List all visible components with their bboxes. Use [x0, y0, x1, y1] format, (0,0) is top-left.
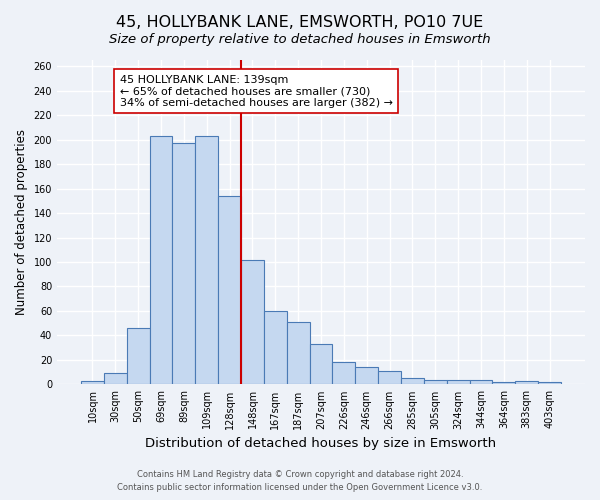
Text: 45 HOLLYBANK LANE: 139sqm
← 65% of detached houses are smaller (730)
34% of semi: 45 HOLLYBANK LANE: 139sqm ← 65% of detac…	[120, 74, 393, 108]
Bar	[218, 196, 241, 384]
Bar	[332, 362, 355, 384]
Bar	[172, 144, 196, 384]
Bar	[378, 371, 401, 384]
Bar	[196, 136, 218, 384]
X-axis label: Distribution of detached houses by size in Emsworth: Distribution of detached houses by size …	[145, 437, 497, 450]
Bar	[538, 382, 561, 384]
Bar	[447, 380, 470, 384]
Bar	[401, 378, 424, 384]
Bar	[81, 381, 104, 384]
Text: 45, HOLLYBANK LANE, EMSWORTH, PO10 7UE: 45, HOLLYBANK LANE, EMSWORTH, PO10 7UE	[116, 15, 484, 30]
Bar	[424, 380, 447, 384]
Bar	[287, 322, 310, 384]
Bar	[355, 368, 378, 384]
Bar	[493, 382, 515, 384]
Y-axis label: Number of detached properties: Number of detached properties	[15, 129, 28, 315]
Bar	[470, 380, 493, 384]
Bar	[310, 344, 332, 385]
Bar	[127, 328, 149, 384]
Bar	[104, 374, 127, 384]
Bar	[149, 136, 172, 384]
Bar	[241, 260, 264, 384]
Bar	[515, 381, 538, 384]
Bar	[264, 311, 287, 384]
Text: Contains HM Land Registry data © Crown copyright and database right 2024.
Contai: Contains HM Land Registry data © Crown c…	[118, 470, 482, 492]
Text: Size of property relative to detached houses in Emsworth: Size of property relative to detached ho…	[109, 32, 491, 46]
